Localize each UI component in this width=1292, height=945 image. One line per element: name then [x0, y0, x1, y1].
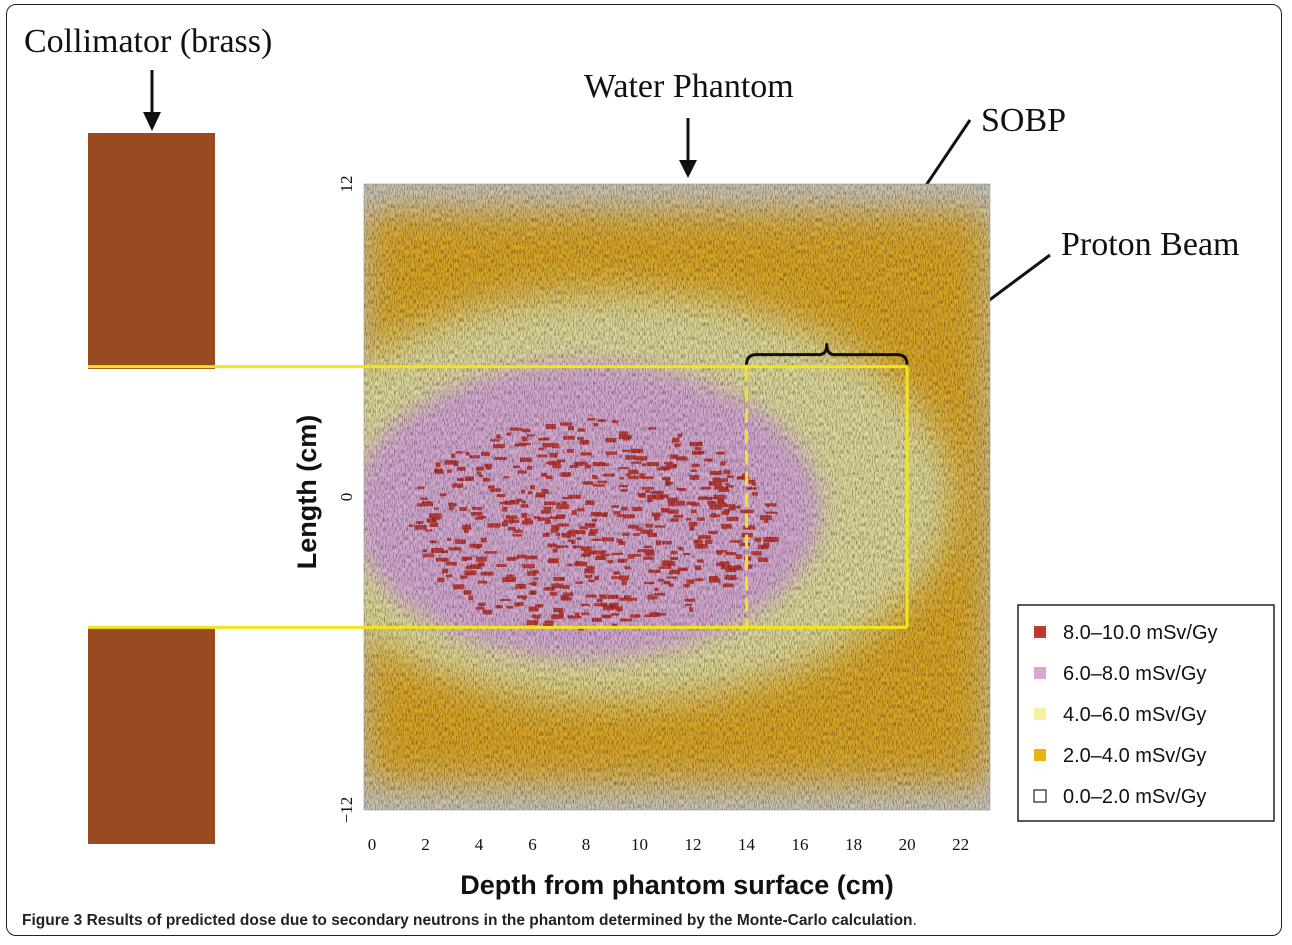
- x-axis-ticks: 0 2 4 6 8 10 12 14 16 18 20 22: [368, 835, 969, 854]
- x-tick-label: 6: [528, 835, 537, 854]
- collimator-label: Collimator (brass): [24, 23, 272, 60]
- x-tick-label: 8: [582, 835, 591, 854]
- water-phantom-label: Water Phantom: [584, 68, 794, 105]
- legend-label: 0.0–2.0 mSv/Gy: [1063, 786, 1206, 808]
- x-tick-label: 2: [421, 835, 430, 854]
- sobp-label: SOBP: [981, 102, 1066, 139]
- legend-swatch: [1034, 667, 1046, 679]
- caption-text: Results of predicted dose due to seconda…: [82, 912, 913, 929]
- legend-swatch: [1034, 749, 1046, 761]
- collimator-block-bottom: [88, 626, 215, 844]
- x-tick-label: 10: [631, 835, 648, 854]
- collimator-block-top: [88, 133, 215, 369]
- legend-label: 6.0–8.0 mSv/Gy: [1063, 663, 1206, 685]
- x-tick-label: 0: [368, 835, 377, 854]
- proton-beam-label: Proton Beam: [1061, 226, 1239, 263]
- sobp-bracket: [745, 343, 909, 365]
- legend-swatch: [1034, 626, 1046, 638]
- legend: 8.0–10.0 mSv/Gy 6.0–8.0 mSv/Gy 4.0–6.0 mSv…: [1017, 604, 1275, 822]
- legend-label: 8.0–10.0 mSv/Gy: [1063, 622, 1218, 644]
- figure-frame: [6, 4, 1282, 936]
- legend-label: 2.0–4.0 mSv/Gy: [1063, 745, 1206, 767]
- x-tick-label: 16: [792, 835, 809, 854]
- beam-outline: [88, 365, 909, 629]
- x-tick-label: 14: [738, 835, 756, 854]
- dose-texture: [364, 184, 990, 810]
- water-phantom-arrow: [679, 118, 697, 178]
- caption-end: .: [912, 912, 917, 929]
- y-axis-label: Length (cm): [292, 415, 322, 570]
- plot-area: [363, 183, 991, 811]
- collimator-arrow: [143, 70, 161, 131]
- legend-box: [1017, 604, 1275, 822]
- x-tick-label: 20: [899, 835, 916, 854]
- y-tick-label: −12: [337, 797, 356, 824]
- caption-label: Figure 3: [22, 912, 83, 929]
- legend-swatch: [1033, 789, 1047, 803]
- y-axis-ticks: −12 0 12: [337, 176, 356, 824]
- figure-caption: Figure 3 Results of predicted dose due t…: [22, 912, 917, 930]
- legend-label: 4.0–6.0 mSv/Gy: [1063, 704, 1206, 726]
- x-tick-label: 4: [475, 835, 484, 854]
- dose-heatmap: [364, 184, 990, 810]
- x-tick-label: 18: [845, 835, 862, 854]
- x-tick-label: 12: [685, 835, 702, 854]
- x-tick-label: 22: [952, 835, 969, 854]
- x-axis-label: Depth from phantom surface (cm): [460, 870, 894, 900]
- legend-swatch: [1034, 708, 1046, 720]
- y-tick-label: 0: [337, 493, 356, 502]
- y-tick-label: 12: [337, 176, 356, 193]
